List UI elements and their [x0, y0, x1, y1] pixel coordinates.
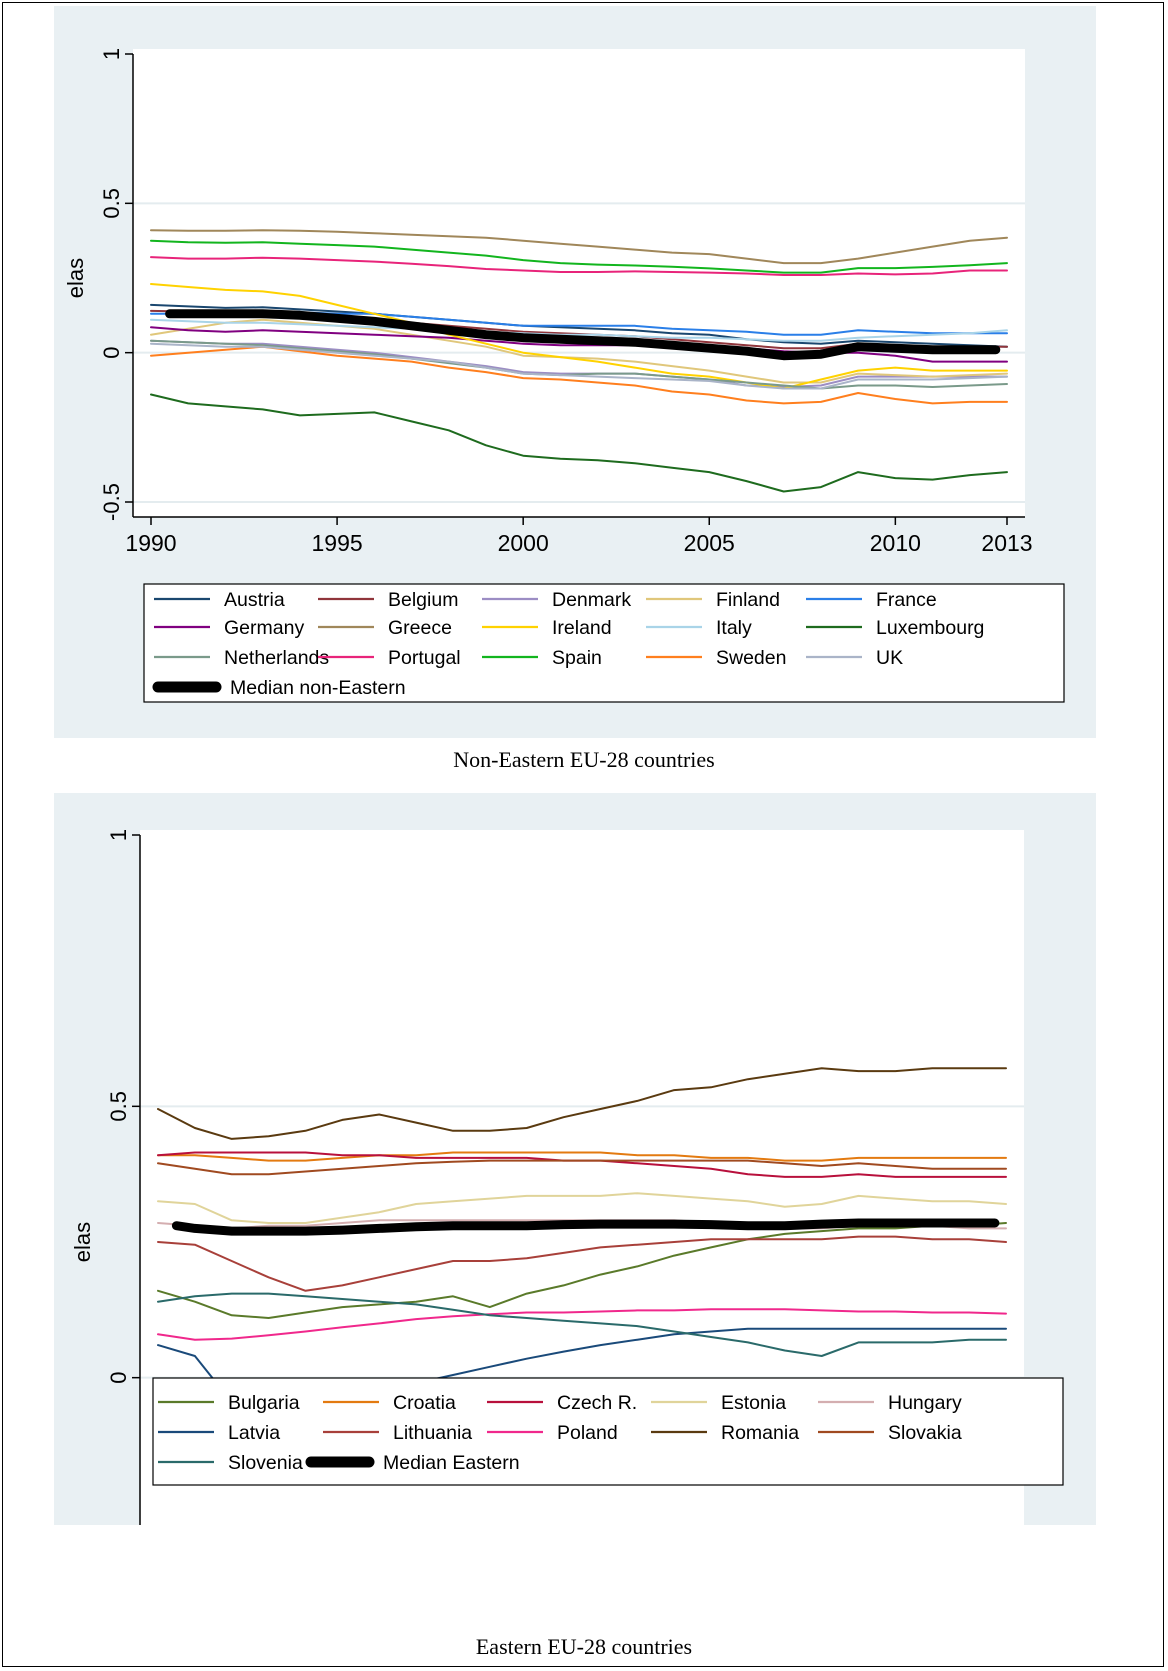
series-line-greece	[150, 229, 1008, 265]
legend-label: France	[876, 589, 937, 611]
series-line-estonia	[157, 1192, 1007, 1224]
legend-label: Spain	[552, 647, 602, 669]
y-tick-label: -0.5	[99, 483, 124, 521]
series-line-netherlands	[150, 339, 1008, 390]
series-line-median-non-eastern	[165, 309, 1001, 361]
plot-area	[133, 49, 1025, 517]
series-line-slovakia	[157, 1159, 1007, 1176]
y-axis-label: elas	[63, 258, 88, 298]
series-line-romania	[157, 1067, 1007, 1140]
legend-label: Ireland	[552, 617, 612, 639]
y-tick-label: 0	[106, 1372, 131, 1384]
y-tick-label: 0.5	[99, 188, 124, 219]
legend-label: UK	[876, 647, 903, 669]
x-tick-label: 1990	[125, 530, 176, 556]
series-line-ireland	[150, 283, 1008, 390]
legend	[143, 583, 1065, 703]
series-line-slovenia	[157, 1292, 1007, 1357]
y-tick-label: 0.5	[106, 1091, 131, 1122]
series-line-median-eastern	[171, 1218, 1000, 1236]
legend-label: Romania	[721, 1422, 799, 1444]
series-line-spain	[150, 239, 1008, 274]
legend-label: Italy	[716, 617, 752, 639]
legend-label: Denmark	[552, 589, 631, 611]
caption-non-eastern: Non-Eastern EU-28 countries	[453, 747, 715, 772]
legend	[152, 1377, 1064, 1486]
series-line-croatia	[157, 1151, 1007, 1162]
legend-label: Lithuania	[393, 1422, 472, 1444]
x-tick-label: 2005	[684, 530, 735, 556]
x-tick-label: 1995	[312, 530, 363, 556]
legend-label: Median non-Eastern	[230, 677, 406, 699]
legend-label: Czech R.	[557, 1392, 637, 1414]
legend-label: Netherlands	[224, 647, 329, 669]
legend-label: Finland	[716, 589, 780, 611]
series-line-finland	[150, 318, 1008, 384]
legend-label: Hungary	[888, 1392, 962, 1414]
legend-label: Greece	[388, 617, 452, 639]
panel-non-eastern: -0.5 0 0.5 1 elas 1990 1995 2000 2005 2010 2013 Aus…	[54, 6, 1096, 738]
chart-non-eastern: -0.5 0 0.5 1 elas 1990 1995 2000 2005 2010 2013 Aus…	[63, 48, 1065, 703]
legend-label: Belgium	[388, 589, 458, 611]
chart-eastern: -0.500.51elas199019952000200520102013Bul…	[70, 829, 1064, 1525]
legend-label: Latvia	[228, 1422, 280, 1444]
y-tick-label: 0	[99, 347, 124, 359]
panel-eastern: -0.500.51elas199019952000200520102013Bul…	[54, 793, 1096, 1525]
x-tick-label: 2013	[981, 530, 1032, 556]
y-tick-label: 1	[106, 829, 131, 841]
legend-label: Estonia	[721, 1392, 786, 1414]
series-line-luxembourg	[150, 393, 1008, 493]
legend-label: Germany	[224, 617, 304, 639]
series-line-italy	[150, 318, 1008, 342]
series-line-sweden	[150, 345, 1008, 405]
legend-label: Poland	[557, 1422, 618, 1444]
legend-label: Croatia	[393, 1392, 456, 1414]
y-axis-label: elas	[70, 1222, 95, 1262]
x-tick-label: 2000	[498, 530, 549, 556]
series-line-germany	[150, 326, 1008, 363]
series-line-bulgaria	[157, 1222, 1007, 1319]
x-tick-label: 2010	[870, 530, 921, 556]
legend-label: Luxembourg	[876, 617, 984, 639]
series-line-austria	[150, 303, 1008, 348]
series-line-poland	[157, 1308, 1007, 1341]
series-line-uk	[150, 342, 1008, 390]
caption-eastern: Eastern EU-28 countries	[475, 1634, 693, 1659]
legend-label: Slovakia	[888, 1422, 962, 1444]
legend-label: Slovenia	[228, 1452, 303, 1474]
legend-label: Portugal	[388, 647, 461, 669]
legend-label: Sweden	[716, 647, 786, 669]
series-line-lithuania	[157, 1235, 1007, 1292]
legend-label: Median Eastern	[383, 1452, 520, 1474]
legend-label: Austria	[224, 589, 285, 611]
legend-label: Bulgaria	[228, 1392, 300, 1414]
y-tick-label: 1	[99, 48, 124, 60]
series-line-portugal	[150, 256, 1008, 276]
